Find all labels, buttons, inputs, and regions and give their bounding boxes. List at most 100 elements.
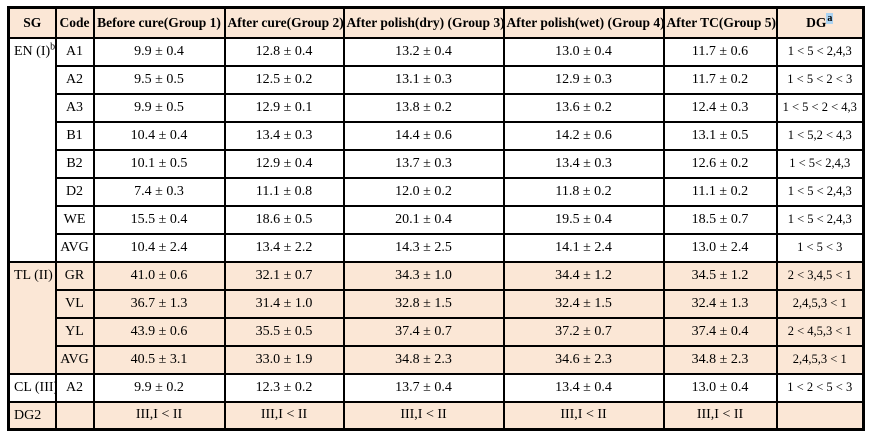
footer-row: DG2 III,I < II III,I < II III,I < II III…	[7, 400, 865, 431]
value-cell: 13.1 ± 0.3	[342, 64, 505, 95]
footer-value-cell: III,I < II	[342, 400, 505, 431]
group-label-en: EN (I)b	[7, 36, 57, 263]
value-cell: 12.8 ± 0.4	[223, 36, 345, 67]
value-cell: 34.8 ± 2.3	[342, 344, 505, 375]
value-cell: 40.5 ± 3.1	[92, 344, 226, 375]
column-header-dg: DGa	[775, 6, 865, 39]
value-cell: 37.4 ± 0.7	[342, 316, 505, 347]
table-row: A3 9.9 ± 0.5 12.9 ± 0.1 13.8 ± 0.2 13.6 …	[9, 92, 865, 123]
value-cell: 11.8 ± 0.2	[502, 176, 665, 207]
value-cell: 13.4 ± 2.2	[223, 232, 345, 263]
value-cell: 34.5 ± 1.2	[662, 260, 778, 291]
value-cell: 13.0 ± 0.4	[502, 36, 665, 67]
value-cell: 9.5 ± 0.5	[92, 64, 226, 95]
value-cell: 9.9 ± 0.2	[92, 372, 226, 403]
group-label-text: EN (I)	[14, 43, 51, 59]
table-row: AVG 10.4 ± 2.4 13.4 ± 2.2 14.3 ± 2.5 14.…	[9, 232, 865, 263]
code-cell-empty	[54, 400, 95, 431]
value-cell: 35.5 ± 0.5	[223, 316, 345, 347]
footer-label-dg2: DG2	[7, 400, 57, 431]
value-cell: 32.4 ± 1.3	[662, 288, 778, 319]
footer-value-cell: III,I < II	[223, 400, 345, 431]
value-cell: 15.5 ± 0.4	[92, 204, 226, 235]
results-table: SG Code Before cure(Group 1) After cure(…	[7, 6, 865, 431]
code-cell: YL	[54, 316, 95, 347]
value-cell: 13.0 ± 2.4	[662, 232, 778, 263]
code-cell: A2	[54, 64, 95, 95]
code-cell: AVG	[54, 344, 95, 375]
group-label-tl: TL (II)	[7, 260, 57, 375]
code-cell: A1	[54, 36, 95, 67]
value-cell: 18.5 ± 0.7	[662, 204, 778, 235]
value-cell: 13.0 ± 0.4	[662, 372, 778, 403]
results-table-container: SG Code Before cure(Group 1) After cure(…	[7, 6, 865, 431]
table-row: VL 36.7 ± 1.3 31.4 ± 1.0 32.8 ± 1.5 32.4…	[9, 288, 865, 319]
value-cell: 13.4 ± 0.3	[502, 148, 665, 179]
table-row: B2 10.1 ± 0.5 12.9 ± 0.4 13.7 ± 0.3 13.4…	[9, 148, 865, 179]
dg-cell: 1 < 5 < 2,4,3	[775, 36, 865, 67]
value-cell: 11.1 ± 0.8	[223, 176, 345, 207]
value-cell: 13.4 ± 0.3	[223, 120, 345, 151]
table-row: B1 10.4 ± 0.4 13.4 ± 0.3 14.4 ± 0.6 14.2…	[9, 120, 865, 151]
value-cell: 37.2 ± 0.7	[502, 316, 665, 347]
code-cell: D2	[54, 176, 95, 207]
value-cell: 14.2 ± 0.6	[502, 120, 665, 151]
dg-cell: 2,4,5,3 < 1	[775, 288, 865, 319]
value-cell: 12.3 ± 0.2	[223, 372, 345, 403]
value-cell: 13.2 ± 0.4	[342, 36, 505, 67]
value-cell: 32.1 ± 0.7	[223, 260, 345, 291]
value-cell: 34.3 ± 1.0	[342, 260, 505, 291]
value-cell: 10.4 ± 0.4	[92, 120, 226, 151]
header-row: SG Code Before cure(Group 1) After cure(…	[7, 6, 865, 39]
value-cell: 32.4 ± 1.5	[502, 288, 665, 319]
table-row: AVG 40.5 ± 3.1 33.0 ± 1.9 34.8 ± 2.3 34.…	[9, 344, 865, 375]
footer-value-cell: III,I < II	[662, 400, 778, 431]
code-cell: A2	[54, 372, 95, 403]
table-row: WE 15.5 ± 0.4 18.6 ± 0.5 20.1 ± 0.4 19.5…	[9, 204, 865, 235]
column-header-code: Code	[54, 6, 95, 39]
value-cell: 32.8 ± 1.5	[342, 288, 505, 319]
value-cell: 9.9 ± 0.5	[92, 92, 226, 123]
table-row: A2 9.5 ± 0.5 12.5 ± 0.2 13.1 ± 0.3 12.9 …	[9, 64, 865, 95]
code-cell: VL	[54, 288, 95, 319]
value-cell: 14.1 ± 2.4	[502, 232, 665, 263]
code-cell: B2	[54, 148, 95, 179]
column-header-group2: After cure(Group 2)	[223, 6, 345, 39]
dg-cell: 1 < 5 < 2 < 4,3	[775, 92, 865, 123]
dg-cell: 1 < 5,2 < 4,3	[775, 120, 865, 151]
value-cell: 11.7 ± 0.2	[662, 64, 778, 95]
value-cell: 12.6 ± 0.2	[662, 148, 778, 179]
value-cell: 7.4 ± 0.3	[92, 176, 226, 207]
value-cell: 41.0 ± 0.6	[92, 260, 226, 291]
dg-cell: 2 < 4,5,3 < 1	[775, 316, 865, 347]
value-cell: 14.4 ± 0.6	[342, 120, 505, 151]
value-cell: 13.8 ± 0.2	[342, 92, 505, 123]
dg-cell-empty	[775, 400, 865, 431]
dg-header-label: DG	[806, 14, 827, 30]
code-cell: B1	[54, 120, 95, 151]
table-row: D2 7.4 ± 0.3 11.1 ± 0.8 12.0 ± 0.2 11.8 …	[9, 176, 865, 207]
value-cell: 12.9 ± 0.3	[502, 64, 665, 95]
code-cell: A3	[54, 92, 95, 123]
value-cell: 10.1 ± 0.5	[92, 148, 226, 179]
value-cell: 13.7 ± 0.3	[342, 148, 505, 179]
dg-cell: 1 < 5 < 2 < 3	[775, 64, 865, 95]
value-cell: 12.9 ± 0.4	[223, 148, 345, 179]
value-cell: 13.6 ± 0.2	[502, 92, 665, 123]
value-cell: 34.8 ± 2.3	[662, 344, 778, 375]
dg-cell: 2,4,5,3 < 1	[775, 344, 865, 375]
column-header-group3: After polish(dry) (Group 3)	[342, 6, 505, 39]
value-cell: 36.7 ± 1.3	[92, 288, 226, 319]
value-cell: 31.4 ± 1.0	[223, 288, 345, 319]
value-cell: 20.1 ± 0.4	[342, 204, 505, 235]
dg-cell: 1 < 5< 2,4,3	[775, 148, 865, 179]
code-cell: WE	[54, 204, 95, 235]
value-cell: 37.4 ± 0.4	[662, 316, 778, 347]
table-row: CL (III) A2 9.9 ± 0.2 12.3 ± 0.2 13.7 ± …	[7, 372, 865, 403]
column-header-sg: SG	[7, 6, 57, 39]
value-cell: 11.7 ± 0.6	[662, 36, 778, 67]
dg-cell: 2 < 3,4,5 < 1	[775, 260, 865, 291]
value-cell: 12.0 ± 0.2	[342, 176, 505, 207]
value-cell: 11.1 ± 0.2	[662, 176, 778, 207]
value-cell: 12.9 ± 0.1	[223, 92, 345, 123]
